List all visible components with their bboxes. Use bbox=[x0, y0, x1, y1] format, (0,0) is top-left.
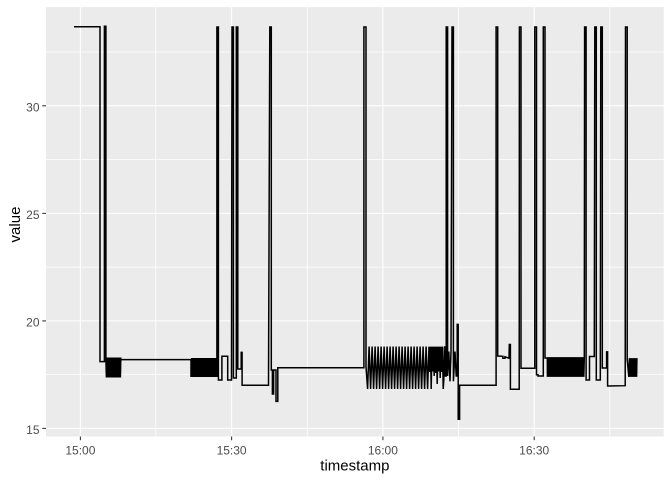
svg-text:30: 30 bbox=[26, 100, 40, 114]
svg-text:16:30: 16:30 bbox=[519, 443, 549, 457]
svg-text:15:30: 15:30 bbox=[217, 443, 247, 457]
svg-text:16:00: 16:00 bbox=[368, 443, 398, 457]
svg-text:value: value bbox=[7, 207, 24, 243]
svg-text:20: 20 bbox=[26, 315, 40, 329]
svg-text:25: 25 bbox=[26, 208, 40, 222]
svg-text:15: 15 bbox=[26, 423, 40, 437]
svg-text:timestamp: timestamp bbox=[320, 458, 389, 475]
svg-text:15:00: 15:00 bbox=[65, 443, 95, 457]
